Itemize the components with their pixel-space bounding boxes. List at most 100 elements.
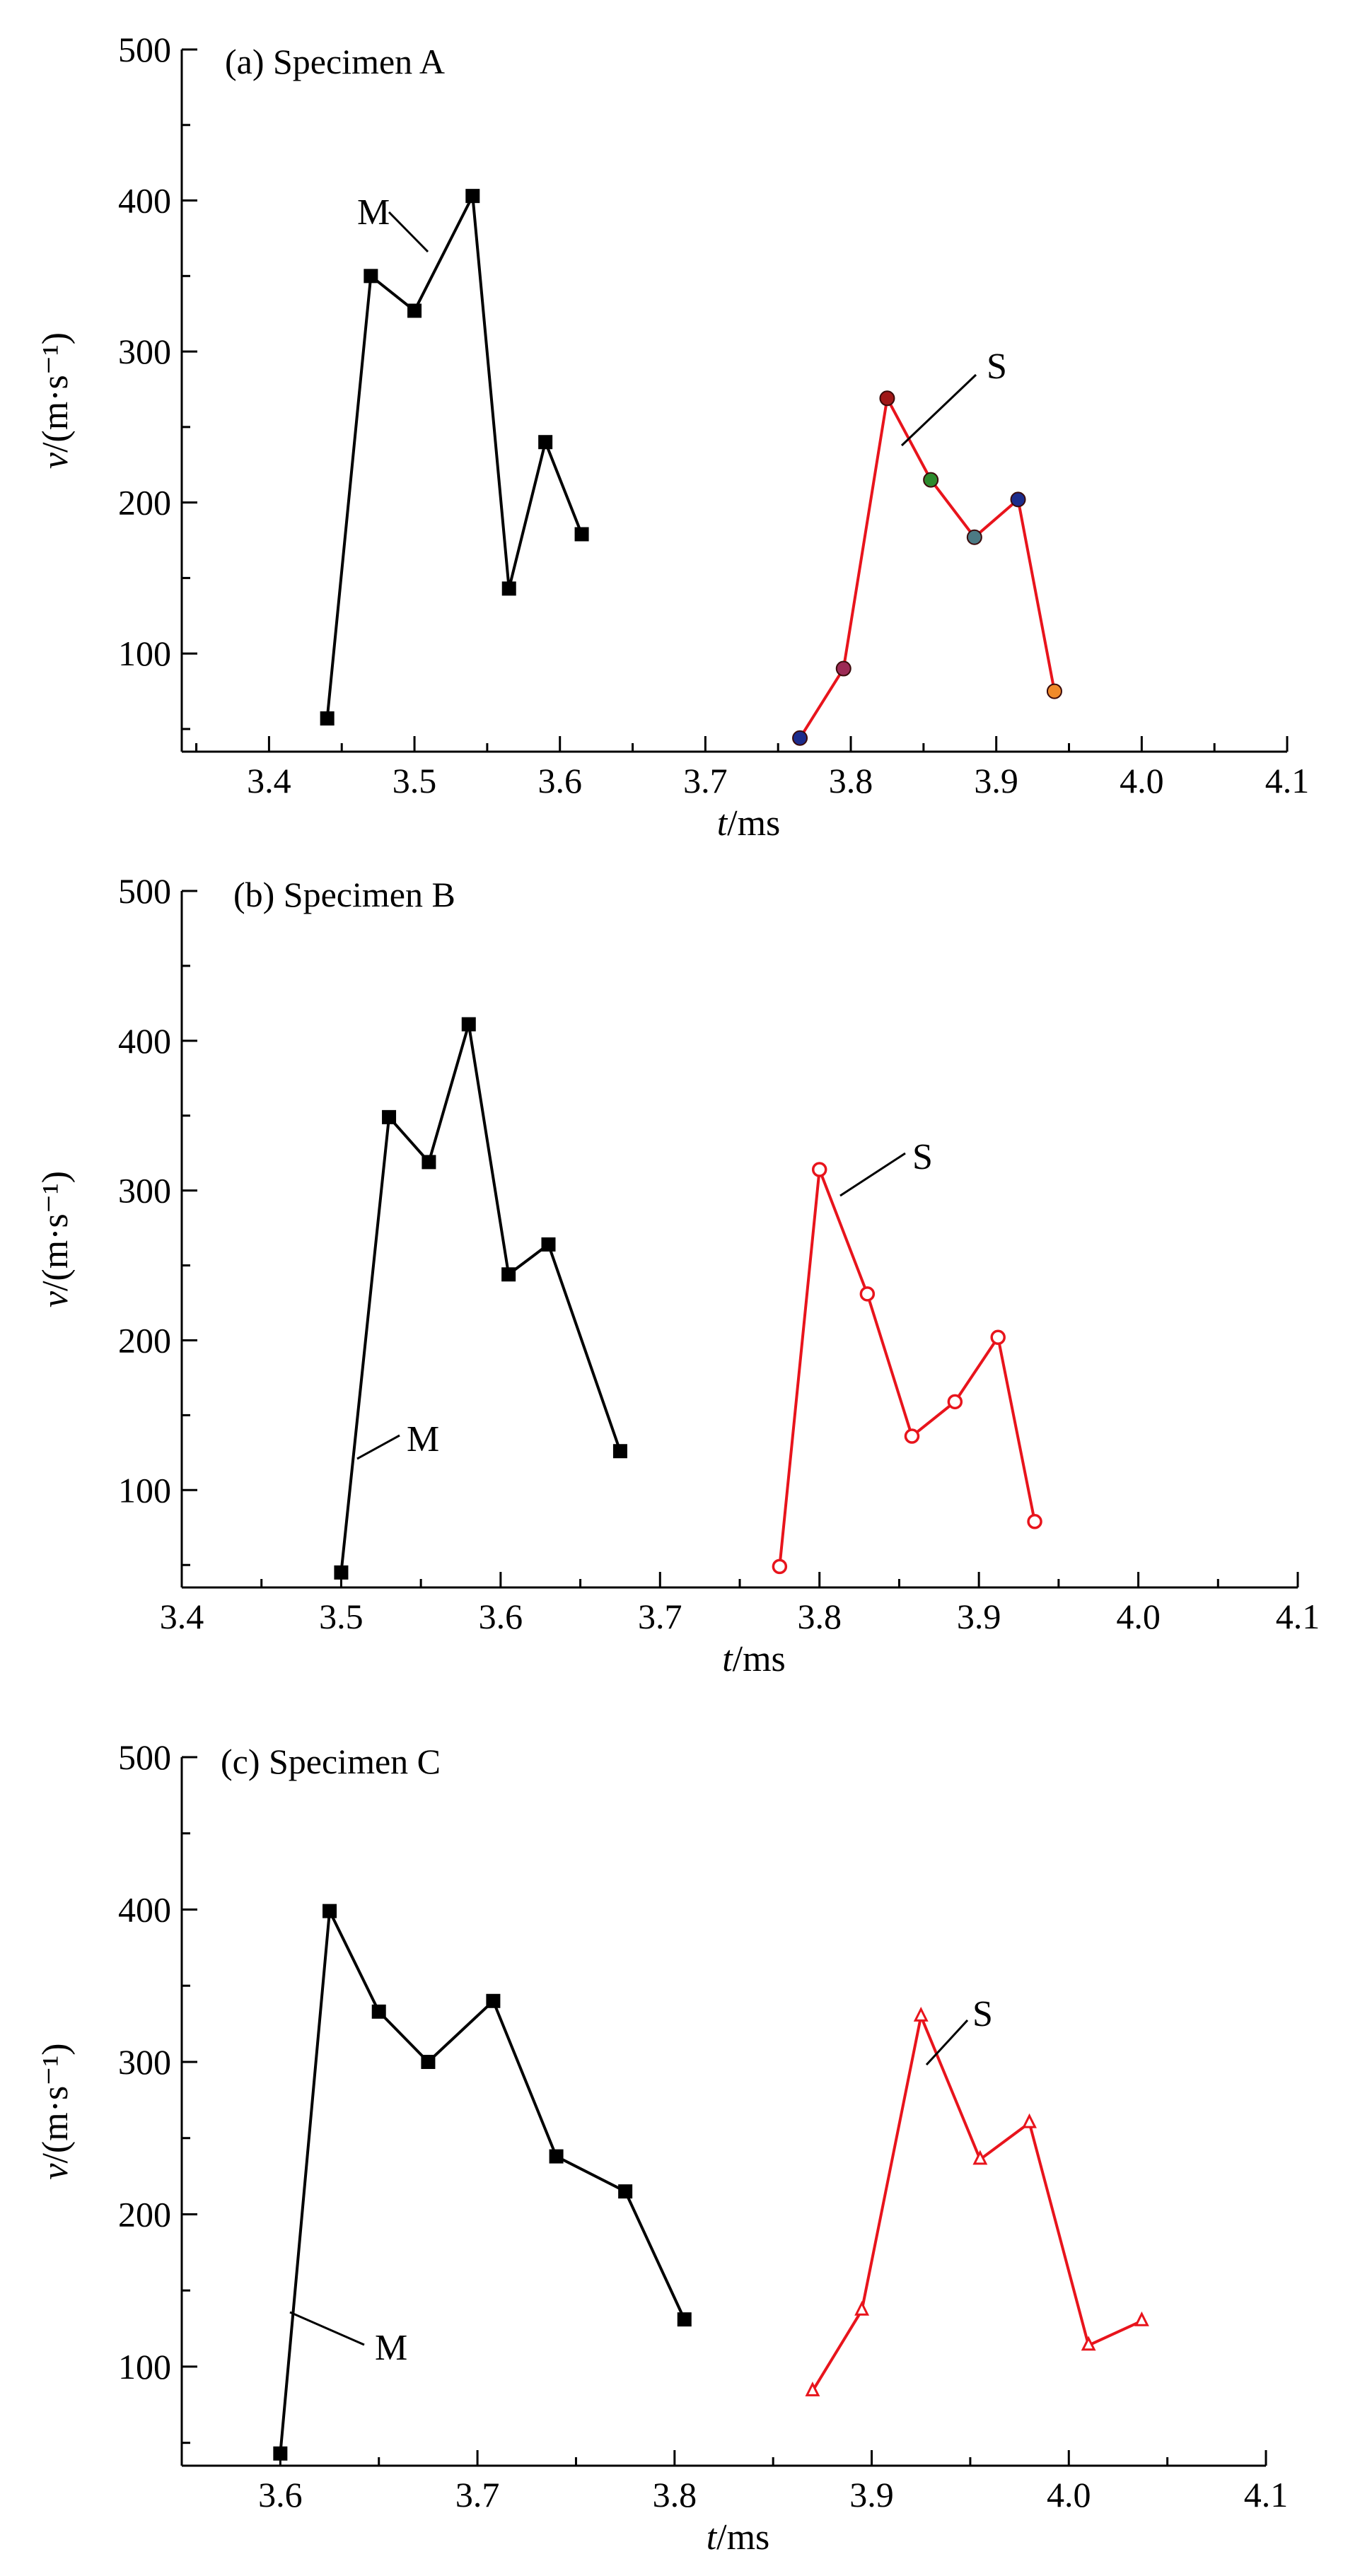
x-tick-label: 3.7: [455, 2475, 500, 2514]
data-point: [772, 1558, 788, 1575]
data-point: [811, 1162, 827, 1177]
data-point: [382, 1109, 397, 1124]
y-axis-title: v/(m·s⁻¹): [35, 1171, 76, 1307]
y-tick-label: 100: [118, 2347, 171, 2386]
y-axis-title: v/(m·s⁻¹): [35, 332, 76, 469]
x-axis-title: t/ms: [717, 803, 781, 844]
data-point: [1134, 2311, 1149, 2326]
data-point: [334, 1565, 349, 1580]
series-S: S: [792, 346, 1062, 746]
x-tick-label: 4.0: [1120, 761, 1164, 800]
callout-leader: [388, 211, 429, 253]
data-point: [322, 1904, 337, 1918]
chart-panel-3: 100 200 300 400 500 3.6 3.7 3.8 3.9 4.0 4.1 t/ms v/(…: [35, 1737, 1288, 2558]
series-S: S: [772, 1137, 1042, 1575]
data-point: [923, 472, 939, 488]
x-tick-label: 3.9: [974, 761, 1018, 800]
x-tick-label: 3.7: [638, 1597, 682, 1636]
y-tick-label: 300: [118, 332, 171, 371]
chart-panel-2: 100 200 300 400 500 3.4 3.5 3.6 3.7 3.8 3.9 4.0 4.1 t…: [35, 871, 1320, 1679]
data-point: [859, 1286, 876, 1302]
data-point: [501, 581, 516, 596]
x-tick-label: 3.6: [479, 1597, 523, 1636]
x-tick-label: 4.0: [1047, 2475, 1091, 2514]
series-callout-label: S: [912, 1137, 933, 1177]
x-tick-label: 3.9: [849, 2475, 894, 2514]
x-tick-label: 3.4: [247, 761, 291, 800]
data-point: [835, 660, 852, 677]
data-point: [421, 2054, 436, 2069]
data-point: [904, 1428, 920, 1444]
x-axis-title: t/ms: [722, 1639, 786, 1679]
data-point: [574, 527, 589, 542]
callout-leader: [900, 373, 977, 447]
x-tick-label: 4.1: [1244, 2475, 1289, 2514]
data-point: [618, 2184, 633, 2199]
y-tick-label: 100: [118, 1470, 171, 1510]
y-tick-label: 400: [118, 181, 171, 221]
x-tick-label: 3.9: [957, 1597, 1001, 1636]
data-point: [320, 711, 335, 726]
data-point: [1081, 2336, 1096, 2351]
chart-panel-1: 100 200 300 400 500 3.4 3.5 3.6 3.7 3.8 3.9 4.0 4.1 t…: [35, 30, 1309, 844]
x-tick-label: 4.1: [1276, 1597, 1320, 1636]
series-line: [339, 1023, 622, 1573]
data-point: [501, 1267, 516, 1282]
y-tick-label: 500: [118, 1737, 171, 1777]
y-tick-label: 400: [118, 1889, 171, 1929]
data-point: [371, 2004, 386, 2019]
series-callout-label: S: [987, 346, 1007, 387]
panel-title: (a) Specimen A: [225, 42, 445, 81]
series-line: [279, 1906, 686, 2454]
series-callout-label: S: [972, 1994, 993, 2034]
data-point: [792, 730, 808, 746]
x-tick-label: 3.7: [683, 761, 728, 800]
data-point: [966, 529, 982, 545]
series-callout-label: M: [407, 1419, 439, 1459]
panel-title: (b) Specimen B: [233, 875, 455, 914]
series-callout-label: M: [357, 192, 390, 233]
y-tick-label: 100: [118, 634, 171, 673]
series-M: M: [334, 1017, 627, 1580]
data-point: [947, 1394, 963, 1410]
x-tick-label: 3.8: [653, 2475, 697, 2514]
x-tick-label: 3.4: [160, 1597, 204, 1636]
data-point: [990, 1329, 1006, 1345]
data-point: [422, 1155, 436, 1170]
y-tick-label: 500: [118, 30, 171, 69]
data-point: [854, 2300, 870, 2316]
data-point: [972, 2150, 988, 2165]
callout-leader: [925, 2019, 969, 2066]
y-tick-label: 200: [118, 2194, 171, 2234]
x-tick-label: 3.8: [829, 761, 873, 800]
x-tick-label: 4.0: [1116, 1597, 1161, 1636]
data-point: [407, 303, 422, 318]
series-line: [778, 1169, 1037, 1567]
series-line: [811, 2011, 1143, 2392]
data-point: [913, 2006, 929, 2022]
data-point: [879, 390, 895, 407]
x-axis-title: t/ms: [707, 2517, 770, 2558]
data-point: [549, 2149, 564, 2164]
y-tick-label: 300: [118, 2042, 171, 2082]
data-point: [461, 1017, 476, 1032]
x-tick-label: 3.5: [319, 1597, 364, 1636]
y-axis-title: v/(m·s⁻¹): [35, 2043, 76, 2179]
x-tick-label: 4.1: [1265, 761, 1310, 800]
x-tick-label: 3.6: [258, 2475, 303, 2514]
x-tick-label: 3.6: [537, 761, 582, 800]
data-point: [805, 2382, 820, 2396]
series-callout-label: M: [375, 2328, 407, 2368]
data-point: [677, 2312, 692, 2327]
x-tick-label: 3.8: [797, 1597, 842, 1636]
data-point: [1046, 683, 1062, 699]
data-point: [538, 435, 553, 450]
series-line: [798, 394, 1056, 739]
y-tick-label: 400: [118, 1021, 171, 1061]
y-tick-label: 500: [118, 871, 171, 911]
y-tick-label: 300: [118, 1171, 171, 1211]
y-tick-label: 200: [118, 1320, 171, 1360]
x-tick-label: 3.5: [393, 761, 437, 800]
data-point: [1010, 491, 1026, 508]
